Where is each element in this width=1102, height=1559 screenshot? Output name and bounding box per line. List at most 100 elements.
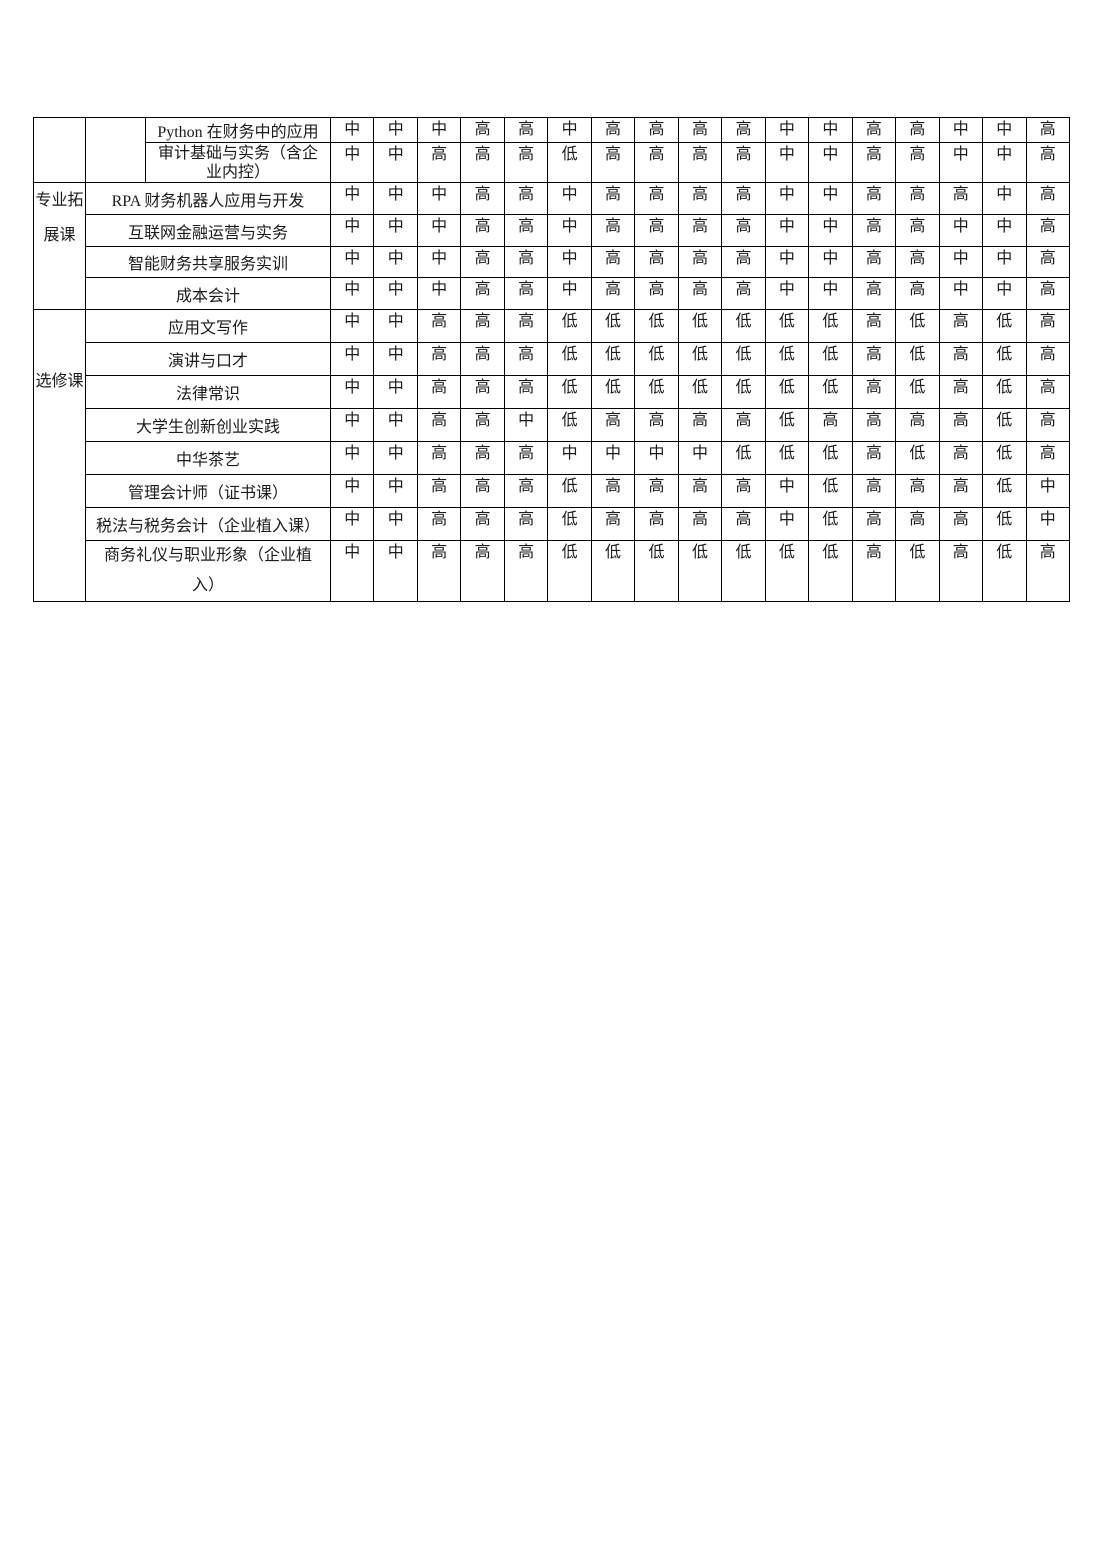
table-row: 演讲与口才 中中高高高低低低低低低低高低高低高: [34, 342, 1070, 376]
rating-cell: 中: [373, 182, 418, 215]
rating-cell: 高: [460, 246, 505, 278]
rating-cell: 中: [416, 214, 462, 247]
rating-cell: 中: [547, 214, 592, 247]
rating-cell: 高: [460, 117, 505, 143]
rating-cell: 高: [895, 277, 940, 310]
rating-cell: 高: [590, 277, 636, 310]
rating-cell: 高: [938, 375, 984, 409]
rating-cell: 高: [590, 408, 636, 442]
rating-cell: 中: [329, 277, 375, 310]
rating-cell: 中: [764, 246, 810, 278]
rating-cell: 高: [503, 342, 549, 376]
rating-cell: 高: [808, 408, 853, 442]
rating-cell: 低: [982, 375, 1027, 409]
rating-cell: 中: [329, 474, 375, 508]
rating-cell: 高: [634, 474, 679, 508]
course-name: 大学生创新创业实践: [85, 408, 331, 442]
rating-cell: 高: [1025, 408, 1070, 442]
rating-cell: 高: [1025, 309, 1070, 343]
rating-cell: 中: [764, 277, 810, 310]
rating-cell: 高: [590, 214, 636, 247]
table-row: 互联网金融运营与实务 中中中高高中高高高高中中高高中中高: [34, 214, 1070, 247]
rating-cell: 高: [677, 117, 723, 143]
rating-cell: 低: [547, 375, 592, 409]
rating-cell: 中: [982, 214, 1027, 247]
rating-cell: 高: [851, 117, 897, 143]
rating-cell: 低: [721, 441, 766, 475]
course-name: 互联网金融运营与实务: [85, 214, 331, 247]
rating-cell: 低: [721, 375, 766, 409]
rating-cell: 高: [895, 182, 940, 215]
rating-cell: 高: [721, 408, 766, 442]
rating-cell: 中: [373, 342, 418, 376]
rating-cell: 中: [329, 441, 375, 475]
rating-cell: 中: [808, 214, 853, 247]
rating-cell: 低: [590, 540, 636, 602]
rating-cell: 高: [721, 507, 766, 541]
table-row: 管理会计师（证书课） 中中高高高低高高高高中低高高高低中: [34, 474, 1070, 508]
rating-cell: 高: [503, 441, 549, 475]
rating-cell: 高: [851, 142, 897, 183]
rating-cell: 中: [329, 117, 375, 143]
rating-cell: 中: [373, 246, 418, 278]
rating-cell: 低: [808, 540, 853, 602]
rating-cell: 高: [1025, 142, 1070, 183]
course-name: 中华茶艺: [85, 441, 331, 475]
rating-cell: 低: [982, 507, 1027, 541]
rating-cell: 中: [938, 214, 984, 247]
rating-cell: 高: [503, 246, 549, 278]
table-row: 法律常识 中中高高高低低低低低低低高低高低高: [34, 375, 1070, 409]
rating-cell: 高: [503, 507, 549, 541]
rating-cell: 高: [677, 408, 723, 442]
rating-cell: 中: [590, 441, 636, 475]
rating-cell: 高: [416, 142, 462, 183]
rating-cell: 低: [590, 375, 636, 409]
rating-cell: 高: [503, 309, 549, 343]
rating-cell: 低: [590, 309, 636, 343]
rating-cell: 高: [851, 507, 897, 541]
rating-cell: 低: [721, 342, 766, 376]
rating-cell: 低: [808, 375, 853, 409]
rating-cell: 中: [764, 507, 810, 541]
rating-cell: 中: [1025, 474, 1070, 508]
rating-cell: 高: [1025, 342, 1070, 376]
rating-cell: 低: [634, 309, 679, 343]
rating-cell: 高: [1025, 117, 1070, 143]
course-name: 法律常识: [85, 375, 331, 409]
rating-cell: 高: [938, 182, 984, 215]
rating-cell: 中: [808, 142, 853, 183]
course-name: 管理会计师（证书课）: [85, 474, 331, 508]
rating-cell: 中: [547, 441, 592, 475]
rating-cell: 高: [851, 408, 897, 442]
table-row: Python 在财务中的应用 中中中高高中高高高高中中高高中中高: [33, 117, 1070, 183]
course-name: 税法与税务会计（企业植入课）: [85, 507, 331, 541]
rating-cell: 中: [764, 117, 810, 143]
rating-cell: 低: [895, 309, 940, 343]
rating-cell: 高: [460, 214, 505, 247]
rating-cell: 高: [460, 507, 505, 541]
rating-cell: 低: [982, 540, 1027, 602]
rating-cell: 中: [329, 182, 375, 215]
rating-cell: 中: [982, 277, 1027, 310]
rating-cell: 中: [547, 277, 592, 310]
rating-cell: 高: [590, 507, 636, 541]
rating-cell: 中: [416, 117, 462, 143]
rating-cell: 高: [1025, 246, 1070, 278]
rating-cell: 高: [634, 214, 679, 247]
rating-cell: 高: [851, 375, 897, 409]
rating-cell: 中: [982, 117, 1027, 143]
rating-cell: 中: [808, 246, 853, 278]
rating-cell: 高: [895, 214, 940, 247]
rating-cell: 高: [677, 507, 723, 541]
table-row: 中华茶艺 中中高高高中中中中低低低高低高低高: [34, 441, 1070, 475]
rating-cell: 高: [1025, 375, 1070, 409]
rating-cell: 高: [721, 142, 766, 183]
rating-cell: 高: [590, 182, 636, 215]
rating-cell: 低: [547, 507, 592, 541]
rating-cell: 高: [590, 246, 636, 278]
rating-cell: 低: [764, 309, 810, 343]
category-cell: 专业拓展课: [33, 182, 86, 310]
rating-cell: 高: [895, 246, 940, 278]
rating-cell: 低: [895, 540, 940, 602]
rating-cell: 低: [547, 142, 592, 183]
